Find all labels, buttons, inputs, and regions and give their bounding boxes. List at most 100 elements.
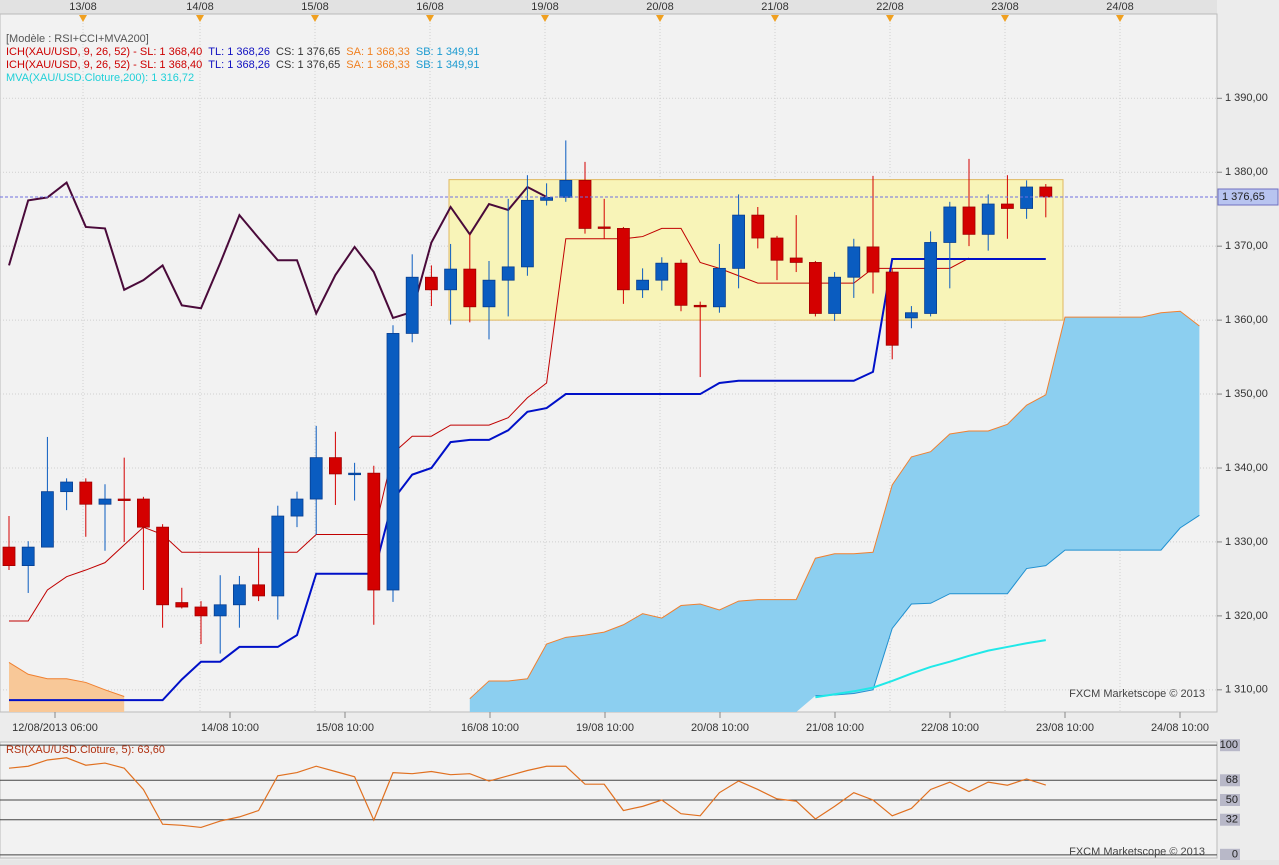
legend-line: ICH(XAU/USD, 9, 26, 52) - SL: 1 368,40 TL… (6, 59, 479, 71)
candle-body (136, 498, 150, 528)
candle-body (809, 262, 822, 314)
candle-body (1039, 186, 1053, 198)
top-date-label: 21/08 (761, 1, 789, 13)
date-marker (196, 15, 204, 22)
indicator-line (815, 639, 1046, 699)
candle-body (981, 203, 995, 235)
candle-body (405, 276, 419, 334)
candle-body (636, 279, 649, 291)
candle-body (501, 266, 515, 281)
candle-body (386, 333, 400, 591)
current-price-label: 1 376,65 (1222, 191, 1265, 203)
overlay-layer: 13/08 14/08 15/08 16/08 19/08 20/08 21/08 22/08… (6, 1, 1279, 861)
candle-body (194, 606, 208, 617)
y-tick-label: 1 360,00 (1225, 314, 1268, 326)
legend-text: TL: 1 368,26 (208, 46, 270, 58)
date-marker (426, 15, 434, 22)
legend-line: MVA(XAU/USD.Cloture,200): 1 316,72 (6, 72, 194, 84)
candle-body (924, 242, 937, 314)
range-box (448, 179, 1064, 321)
candle-body (521, 199, 534, 268)
candle-body (117, 498, 131, 501)
y-tick-label: 1 390,00 (1225, 92, 1268, 104)
legend-text: ICH(XAU/USD, 9, 26, 52) - SL: 1 368,40 (6, 59, 202, 71)
candle-body (60, 481, 73, 493)
candle-body (271, 515, 285, 597)
candle-body (2, 546, 16, 566)
candle-body (655, 262, 669, 281)
cloud-lower-edge (815, 514, 1200, 697)
candle-body (828, 276, 841, 314)
x-tick-label: 22/08 10:00 (921, 722, 979, 734)
indicator-line (8, 181, 548, 320)
cloud-left-edge (8, 662, 125, 697)
candle-body (732, 214, 745, 269)
top-date-label: 20/08 (646, 1, 674, 13)
top-date-label: 23/08 (991, 1, 1019, 13)
candle-body (770, 237, 784, 261)
x-tick-label: 14/08 10:00 (201, 722, 259, 734)
candle-body (1001, 203, 1014, 209)
y-tick-label: 1 380,00 (1225, 166, 1268, 178)
rsi-line (8, 757, 1046, 829)
legend-text: SB: 1 349,91 (416, 59, 480, 71)
y-tick-label: 32 (1226, 814, 1238, 826)
candle-body (252, 584, 266, 597)
candle-body (482, 279, 496, 308)
y-tick-label: 1 310,00 (1225, 684, 1268, 696)
legend-text: SA: 1 368,33 (346, 59, 410, 71)
candle-body (847, 246, 861, 278)
legend-text: SB: 1 349,91 (416, 46, 480, 58)
candle-body (617, 228, 630, 291)
y-tick-label: 68 (1226, 774, 1238, 786)
legend-text: CS: 1 376,65 (276, 46, 340, 58)
indicator-line (9, 258, 1046, 702)
date-marker (1001, 15, 1009, 22)
legend-text: [Modèle : RSI+CCI+MVA200] (6, 33, 149, 45)
y-tick-box (1220, 774, 1240, 787)
candle-body (21, 546, 35, 566)
candle-body (444, 268, 458, 291)
rsi-title: RSI(XAU/USD.Cloture, 5): 63,60 (6, 744, 165, 756)
date-marker (1116, 15, 1124, 22)
top-date-label: 16/08 (416, 1, 444, 13)
top-date-label: 14/08 (186, 1, 214, 13)
candle-body (597, 226, 611, 229)
cloud-fill (469, 311, 1200, 712)
candle-body (213, 604, 227, 617)
top-date-label: 15/08 (301, 1, 329, 13)
top-date-bar (0, 0, 1217, 14)
y-tick-box (1220, 794, 1240, 806)
rsi-layer (0, 744, 1217, 856)
date-marker (886, 15, 894, 22)
legend-text: ICH(XAU/USD, 9, 26, 52) - SL: 1 368,40 (6, 46, 202, 58)
candle-body (905, 312, 918, 319)
x-tick-label: 20/08 10:00 (691, 722, 749, 734)
legend-text: MVA(XAU/USD.Cloture,200): 1 316,72 (6, 72, 194, 84)
candle-body (559, 179, 573, 198)
candle-body (789, 257, 803, 263)
date-marker (541, 15, 549, 22)
legend-line: [Modèle : RSI+CCI+MVA200] (6, 33, 149, 45)
x-tick-label: 21/08 10:00 (806, 722, 864, 734)
y-tick-label: 1 320,00 (1225, 610, 1268, 622)
y-tick-box (1220, 848, 1240, 861)
y-tick-label: 1 330,00 (1225, 536, 1268, 548)
legend-line: ICH(XAU/USD, 9, 26, 52) - SL: 1 368,40 TL… (6, 46, 479, 58)
main-plot (0, 13, 1218, 713)
candle-body (290, 498, 304, 517)
top-date-label: 19/08 (531, 1, 559, 13)
candle-body (309, 457, 323, 500)
candle-body (424, 276, 438, 291)
candle-body (328, 457, 342, 475)
x-tick-label: 12/08/2013 06:00 (12, 722, 98, 734)
current-price-box (1217, 188, 1279, 206)
x-tick-label: 15/08 10:00 (316, 722, 374, 734)
candle-body (367, 472, 381, 591)
candle-body (578, 179, 592, 229)
x-tick-label: 19/08 10:00 (576, 722, 634, 734)
candle-body (98, 498, 112, 505)
candle-body (885, 271, 899, 346)
legend-text: SA: 1 368,33 (346, 46, 410, 58)
